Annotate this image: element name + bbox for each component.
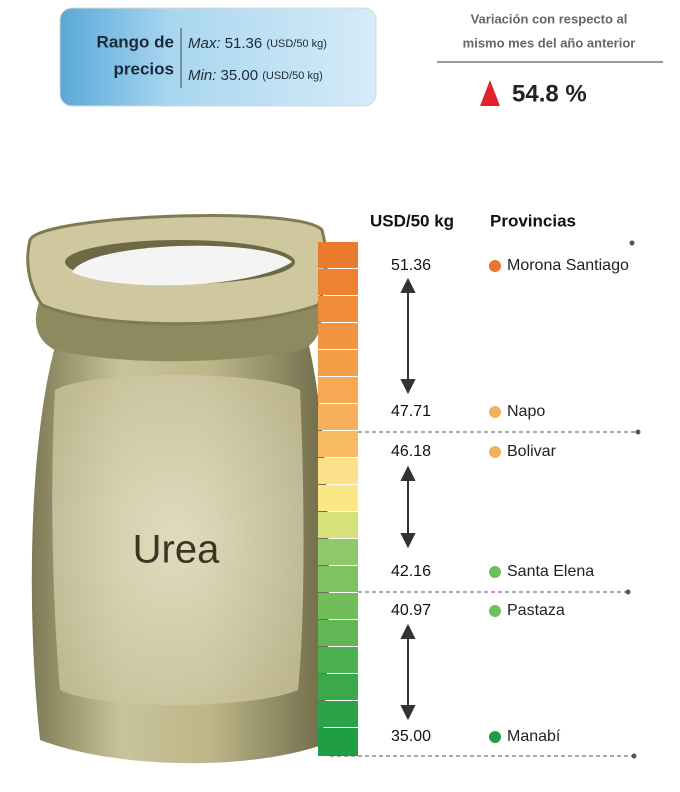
arrow-head <box>400 465 416 481</box>
scale-segment <box>318 539 358 565</box>
max-label: Max: <box>188 35 221 52</box>
scale-segment <box>318 269 358 295</box>
province-dot <box>489 605 501 617</box>
scale-segment <box>318 458 358 484</box>
province-dot <box>489 260 501 272</box>
rows: 51.36 Morona Santiago 47.71 Napo 46.18 Boliva… <box>391 257 629 745</box>
max-unit: (USD/50 kg) <box>266 38 327 50</box>
color-scale <box>318 242 358 756</box>
dot <box>631 753 637 759</box>
scale-segment <box>318 485 358 511</box>
arrow-head <box>400 533 416 549</box>
arrow-head <box>400 705 416 721</box>
range-title: Rango de <box>97 32 174 51</box>
province: Morona Santiago <box>507 257 629 274</box>
min-label: Min: <box>188 67 216 84</box>
province-dot <box>489 446 501 458</box>
scale-segment <box>318 728 358 756</box>
scale-segment <box>318 593 358 619</box>
province-dot <box>489 566 501 578</box>
province: Manabí <box>507 728 561 745</box>
scale-segment <box>318 242 358 268</box>
dot <box>629 240 635 246</box>
price: 40.97 <box>391 602 431 619</box>
price: 46.18 <box>391 443 431 460</box>
province: Santa Elena <box>507 563 594 580</box>
scale-segment <box>318 350 358 376</box>
province: Napo <box>507 403 545 420</box>
variation-text: mismo mes del año anterior <box>463 35 636 50</box>
scale-segment <box>318 296 358 322</box>
min-unit: (USD/50 kg) <box>262 70 323 82</box>
scale-segment <box>318 512 358 538</box>
urea-granules <box>72 245 292 286</box>
arrow-head <box>400 277 416 293</box>
price-header: USD/50 kg <box>370 211 454 230</box>
province: Pastaza <box>507 602 565 619</box>
province: Bolivar <box>507 443 557 460</box>
sack-label <box>52 375 304 705</box>
province-header: Provincias <box>490 211 576 230</box>
scale-segment <box>318 377 358 403</box>
scale-segment <box>318 404 358 430</box>
price: 47.71 <box>391 403 431 420</box>
scale-segment <box>318 566 358 592</box>
arrow-head <box>400 623 416 639</box>
range-box-bg <box>59 7 377 107</box>
arrow-head <box>400 379 416 395</box>
scale-segment <box>318 674 358 700</box>
dividers <box>330 431 636 757</box>
sack: Urea <box>26 214 329 764</box>
min-line: Min: 35.00 (USD/50 kg) <box>188 67 323 84</box>
range-arrows <box>400 277 416 721</box>
variation-text: Variación con respecto al <box>471 11 628 26</box>
province-dot <box>489 731 501 743</box>
dot <box>635 429 641 435</box>
max-line: Max: 51.36 (USD/50 kg) <box>188 35 327 52</box>
min-value: 35.00 <box>221 67 259 84</box>
max-value: 51.36 <box>225 35 263 52</box>
sack-fold <box>35 300 322 362</box>
province-dot <box>489 406 501 418</box>
product-name: Urea <box>133 528 220 572</box>
scale-segment <box>318 620 358 646</box>
variation: Variación con respecto al mismo mes del … <box>437 11 663 107</box>
price: 42.16 <box>391 563 431 580</box>
up-arrow <box>480 80 500 106</box>
price: 51.36 <box>391 257 431 274</box>
range-box: Rango de precios Max: 51.36 (USD/50 kg) … <box>59 7 377 107</box>
range-title: precios <box>114 59 174 78</box>
scale-segment <box>318 431 358 457</box>
divider-dots <box>625 240 641 759</box>
scale-segment <box>318 701 358 727</box>
scale-segment <box>318 647 358 673</box>
variation-value: 54.8 % <box>512 80 587 107</box>
scale-segment <box>318 323 358 349</box>
price: 35.00 <box>391 728 431 745</box>
dot <box>625 589 631 595</box>
